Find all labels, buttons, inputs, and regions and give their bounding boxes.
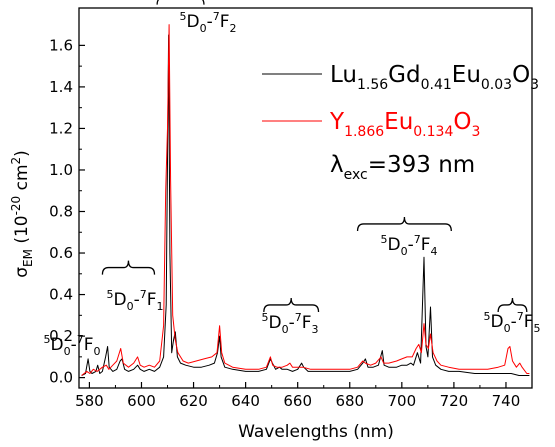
y-tick-label: 1.4 [49,78,73,96]
transition-brace-f1 [101,260,156,275]
x-tick-label: 660 [283,392,312,410]
x-tick-label: 620 [179,392,208,410]
svg-text:σEM (10-20 cm2): σEM (10-20 cm2) [9,150,35,278]
x-tick-label: 720 [440,392,469,410]
y-tick-label: 0.6 [49,244,73,262]
series-line-1 [81,34,530,376]
x-tick-label: 700 [388,392,417,410]
transition-label-f4: 5D0-7F4 [356,216,452,258]
y-tick-label: 1.0 [49,161,73,179]
legend-entry-2: Y1.866Eu0.134O3 [262,109,480,140]
y-tick-label: 0.4 [49,286,73,304]
legend-entry-1: Lu1.56Gd0.41Eu0.03O3 [262,62,539,93]
transition-label-f5: 5D0-7F5 [483,297,541,335]
y-axis-title: σEM (10-20 cm2) [9,150,35,278]
legend-label: Y1.866Eu0.134O3 [329,109,480,140]
transition-brace-f5 [497,297,528,312]
x-tick-label: 580 [75,392,104,410]
svg-text:5D0-7F1: 5D0-7F1 [106,288,163,313]
excitation-label: λexc=393 nm [330,152,475,183]
transition-brace-f2 [156,0,205,5]
transition-label-f0: 5D0-7F0 [43,333,100,358]
svg-text:5D0-7F4: 5D0-7F4 [380,233,437,258]
x-tick-label: 740 [492,392,521,410]
y-tick-label: 0.2 [49,327,73,345]
transition-label-f3: 5D0-7F3 [261,297,320,336]
legend: Lu1.56Gd0.41Eu0.03O3 Y1.866Eu0.134O3 λexc=… [262,62,539,183]
x-tick-label: 640 [231,392,260,410]
transition-label-f1: 5D0-7F1 [101,260,164,313]
axes-layer: 580 600 620 640 660 680 700 720 740 0.0 0.2 0.4 0.6 0… [49,7,533,410]
transition-brace-f4 [356,216,452,231]
x-tick-label: 680 [335,392,364,410]
series-line-2 [81,24,530,376]
svg-text:5D0-7F0: 5D0-7F0 [43,333,100,358]
svg-text:5D0-7F5: 5D0-7F5 [483,310,540,335]
y-tick-label: 1.6 [49,36,73,54]
legend-label: Lu1.56Gd0.41Eu0.03O3 [330,62,539,93]
y-tick-label: 0.0 [49,369,73,387]
svg-text:5D0-7F3: 5D0-7F3 [261,311,318,336]
y-tick-label: 1.2 [49,119,73,137]
svg-text:5D0-7F2: 5D0-7F2 [179,10,236,35]
transition-label-f2: 5D0-7F2 [156,0,237,35]
x-axis-title: Wavelengths (nm) [238,422,394,442]
plot-frame [78,7,533,389]
y-tick-label: 0.8 [49,202,73,220]
svg-text:λexc=393 nm: λexc=393 nm [330,152,475,183]
transition-brace-f3 [263,297,320,312]
x-tick-label: 600 [127,392,156,410]
series-layer [81,24,530,376]
